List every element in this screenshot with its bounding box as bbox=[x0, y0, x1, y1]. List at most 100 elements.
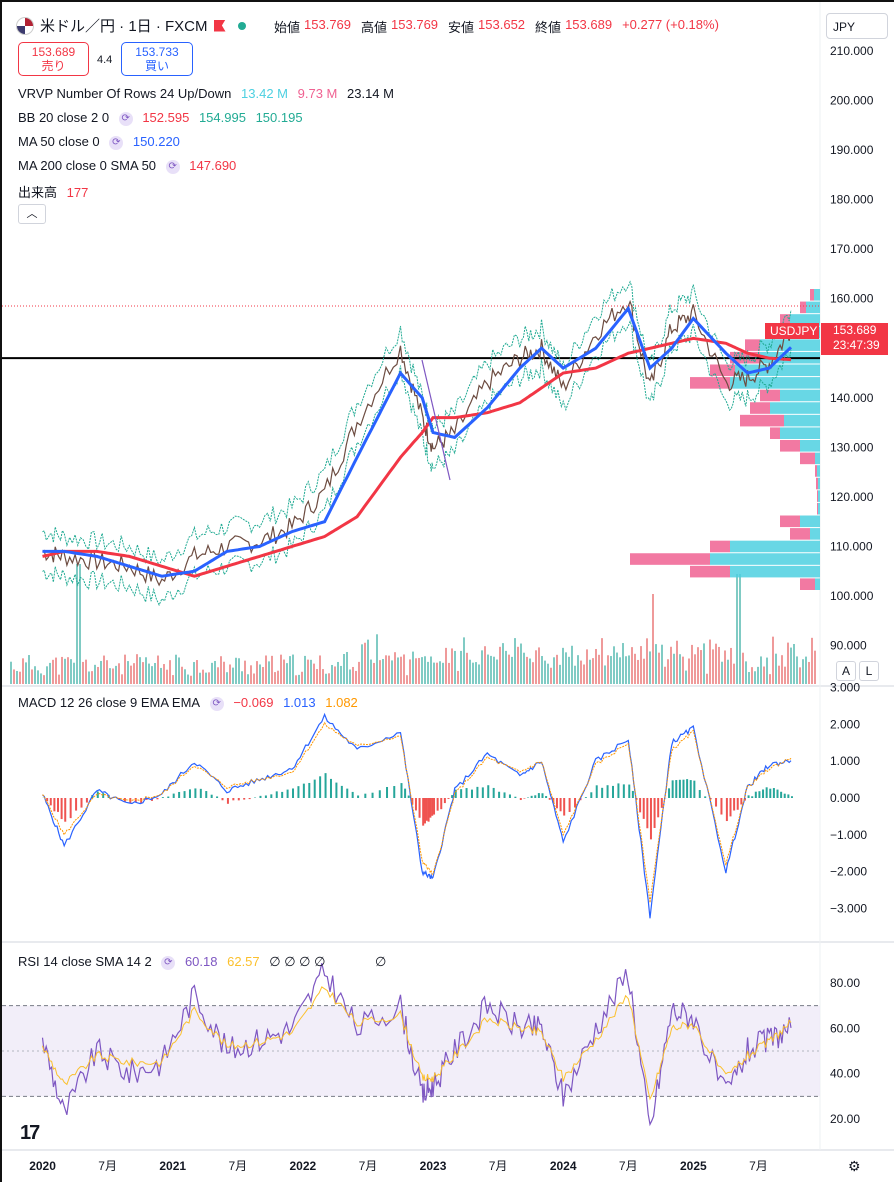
volume-profile-down-row bbox=[690, 377, 730, 389]
volume-bar bbox=[226, 672, 228, 684]
macd-histogram-bar bbox=[123, 798, 126, 802]
macd-histogram-bar bbox=[167, 796, 170, 798]
volume-bar bbox=[298, 674, 300, 684]
auto-scale-button[interactable]: A bbox=[836, 661, 856, 681]
time-axis-tick-label: 7月 bbox=[619, 1159, 638, 1173]
macd-histogram-bar bbox=[574, 798, 577, 808]
collapse-legend-button[interactable]: ︿ bbox=[18, 204, 46, 224]
volume-bar bbox=[178, 657, 180, 684]
axis-tick-label: 40.00 bbox=[830, 1067, 860, 1081]
cycle-icon[interactable]: ⟳ bbox=[209, 696, 224, 711]
time-axis-tick-label: 7月 bbox=[98, 1159, 117, 1173]
buy-button[interactable]: 153.733 買い bbox=[121, 42, 193, 76]
volume-bar bbox=[778, 665, 780, 684]
volume-bar bbox=[529, 658, 531, 684]
volume-bar bbox=[577, 655, 579, 684]
cycle-icon[interactable]: ⟳ bbox=[118, 111, 133, 126]
volume-bar bbox=[262, 667, 264, 684]
volume-bar bbox=[511, 656, 513, 684]
signal-value: 1.082 bbox=[325, 695, 358, 710]
volume-bar bbox=[475, 662, 477, 684]
macd-histogram-bar bbox=[292, 788, 295, 798]
vrvp-label: VRVP Number Of Rows 24 Up/Down bbox=[18, 86, 232, 101]
cycle-icon[interactable]: ⟳ bbox=[161, 955, 176, 970]
legend-vrvp[interactable]: VRVP Number Of Rows 24 Up/Down 13.42 M 9… bbox=[18, 86, 400, 101]
volume-bar bbox=[286, 663, 288, 684]
us-flag-icon bbox=[16, 16, 34, 35]
volume-bar bbox=[448, 662, 450, 684]
volume-bar bbox=[460, 650, 462, 684]
volume-bar bbox=[745, 661, 747, 684]
legend-ma200[interactable]: MA 200 close 0 SMA 50 ⟳ 147.690 bbox=[18, 158, 242, 174]
flag-marker-icon[interactable] bbox=[213, 19, 226, 32]
legend-bb[interactable]: BB 20 close 2 0 ⟳ 152.595 154.995 150.19… bbox=[18, 110, 309, 126]
legend-rsi[interactable]: RSI 14 close SMA 14 2 ⟳ 60.18 62.57 ∅ ∅ … bbox=[18, 954, 392, 970]
close-label: 終値 bbox=[535, 20, 562, 35]
legend-macd[interactable]: MACD 12 26 close 9 EMA EMA ⟳ −0.069 1.01… bbox=[18, 695, 364, 711]
axis-tick-label: 170.000 bbox=[830, 242, 874, 256]
macd-histogram-bar bbox=[183, 791, 186, 798]
rsi-axis[interactable]: 80.00 60.00 40.00 20.00 bbox=[830, 976, 860, 1126]
volume-bar bbox=[619, 657, 621, 684]
macd-histogram-bar bbox=[393, 786, 396, 798]
symbol-title[interactable]: 米ドル／円 · 1日 · FXCM bbox=[16, 15, 246, 36]
volume-bar bbox=[19, 671, 21, 684]
macd-histogram-bar bbox=[725, 798, 728, 822]
macd-histogram-bar bbox=[751, 796, 754, 798]
cycle-icon[interactable]: ⟳ bbox=[109, 135, 124, 150]
volume-profile-up-row bbox=[818, 502, 820, 515]
axis-tick-label: 190.000 bbox=[830, 143, 874, 157]
macd-histogram-bar bbox=[559, 798, 562, 812]
macd-histogram-bar bbox=[671, 780, 674, 798]
settings-gear-icon[interactable]: ⚙ bbox=[848, 1158, 861, 1174]
macd-histogram-bar bbox=[102, 793, 105, 798]
open-value: 153.769 bbox=[304, 17, 352, 32]
volume-bar bbox=[532, 662, 534, 684]
trend-line-drawing[interactable] bbox=[421, 359, 451, 481]
axis-tick-label: 0.000 bbox=[830, 791, 860, 805]
time-axis[interactable]: 2020 7月 2021 7月 2022 7月 2023 7月 2024 7月 2025 7月 bbox=[29, 1159, 768, 1173]
volume-bar bbox=[319, 655, 321, 684]
sell-button[interactable]: 153.689 売り bbox=[18, 42, 89, 76]
volume-bar bbox=[91, 671, 93, 684]
legend-volume[interactable]: 出来高 177 bbox=[18, 182, 94, 201]
volume-bar bbox=[526, 656, 528, 684]
legend-ma50[interactable]: MA 50 close 0 ⟳ 150.220 bbox=[18, 134, 186, 150]
volume-bar bbox=[10, 661, 12, 684]
currency-select[interactable]: JPY bbox=[826, 13, 888, 39]
volume-bar bbox=[37, 670, 39, 684]
volume-bar bbox=[274, 672, 276, 684]
volume-bar bbox=[193, 662, 195, 684]
volume-bar bbox=[175, 654, 177, 684]
volume-bar bbox=[763, 666, 765, 684]
volume-bar bbox=[640, 646, 642, 684]
open-label: 始値 bbox=[274, 20, 301, 35]
macd-histogram-bar bbox=[429, 798, 432, 818]
close-value: 153.689 bbox=[565, 17, 613, 32]
macd-axis[interactable]: 3.000 2.000 1.000 0.000 −1.000 −2.000 −3.000 bbox=[830, 681, 867, 916]
volume-bar bbox=[142, 662, 144, 684]
countdown: 23:47:39 bbox=[833, 338, 880, 352]
volume-bar bbox=[199, 672, 201, 684]
tradingview-logo[interactable]: 17 bbox=[20, 1122, 40, 1144]
macd-histogram-bar bbox=[414, 798, 417, 811]
vrvp-up: 13.42 M bbox=[241, 86, 288, 101]
volume-profile-down-row bbox=[710, 540, 730, 553]
volume-profile-up-row bbox=[780, 389, 820, 402]
log-scale-button[interactable]: L bbox=[859, 661, 879, 681]
macd-histogram-bar bbox=[657, 798, 660, 818]
cycle-icon[interactable]: ⟳ bbox=[165, 159, 180, 174]
volume-bar bbox=[805, 656, 807, 684]
volume-bar bbox=[136, 654, 138, 684]
volume-bar bbox=[706, 673, 708, 684]
volume-bar bbox=[82, 661, 84, 684]
volume-bar bbox=[79, 564, 81, 684]
macd-histogram-bar bbox=[530, 795, 533, 798]
bollinger-upper-band bbox=[42, 280, 792, 567]
time-axis-tick-label: 7月 bbox=[489, 1159, 508, 1173]
volume-bar bbox=[754, 671, 756, 684]
volume-bar bbox=[397, 657, 399, 684]
axis-tick-label: 110.000 bbox=[830, 539, 873, 553]
macd-histogram-bar bbox=[96, 791, 99, 798]
